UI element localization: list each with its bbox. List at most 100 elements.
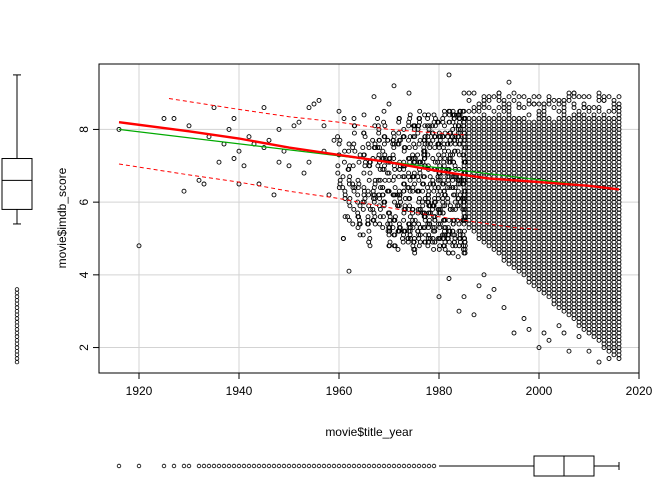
outlier-point	[361, 463, 367, 469]
data-point	[546, 116, 552, 121]
data-point	[591, 105, 597, 111]
outlier-point	[301, 463, 307, 469]
data-point	[367, 170, 373, 176]
data-point	[486, 116, 492, 121]
data-point	[410, 152, 416, 158]
data-point	[362, 196, 368, 201]
x-tick-label: 1980	[426, 384, 453, 398]
data-point	[386, 170, 392, 176]
data-point	[352, 148, 358, 154]
data-point	[427, 236, 433, 241]
data-point	[396, 141, 402, 147]
data-point	[526, 112, 532, 118]
data-point	[586, 348, 592, 354]
upper-spread-line	[168, 98, 465, 136]
data-point	[391, 83, 397, 89]
data-point	[442, 123, 447, 129]
outlier-point	[226, 463, 232, 469]
data-point	[526, 326, 532, 332]
outlier-point	[346, 463, 352, 469]
data-point	[450, 185, 456, 191]
data-point	[526, 97, 532, 103]
data-point	[596, 116, 602, 121]
data-point	[381, 199, 387, 205]
outlier-point	[341, 463, 347, 469]
data-point	[430, 137, 436, 143]
data-point	[370, 137, 376, 143]
data-point	[450, 250, 456, 256]
data-point	[360, 199, 366, 205]
data-point	[316, 97, 322, 103]
data-point	[566, 116, 572, 121]
data-point	[450, 206, 456, 212]
outlier-point	[171, 463, 177, 469]
data-point	[241, 163, 247, 169]
data-point	[406, 196, 412, 201]
data-point	[350, 221, 356, 227]
outlier-point	[381, 463, 387, 469]
data-point	[301, 170, 307, 176]
data-point	[311, 101, 317, 107]
data-point	[357, 232, 363, 238]
data-point	[491, 108, 497, 114]
data-point	[430, 239, 436, 245]
boxplot-title-year	[116, 455, 620, 477]
data-point	[390, 130, 396, 136]
data-point	[432, 145, 438, 151]
data-point	[481, 112, 487, 118]
data-point	[452, 206, 458, 212]
outlier-point	[276, 463, 282, 469]
outlier-point	[14, 301, 20, 307]
data-point	[381, 108, 387, 114]
data-point	[431, 112, 437, 118]
data-point	[390, 137, 396, 143]
data-point	[446, 148, 451, 154]
data-point	[420, 225, 426, 231]
data-point	[161, 116, 167, 121]
data-point	[276, 159, 282, 165]
data-point	[347, 174, 353, 180]
data-point	[435, 185, 441, 191]
data-point	[521, 116, 527, 121]
data-point	[460, 206, 466, 212]
data-point	[606, 356, 612, 361]
data-point	[396, 130, 402, 136]
data-point	[436, 294, 442, 300]
data-point	[351, 206, 357, 212]
data-point	[361, 130, 367, 136]
outlier-point	[14, 341, 20, 347]
outlier-point	[14, 309, 20, 314]
data-point	[406, 90, 412, 96]
data-point	[531, 119, 537, 125]
data-point	[360, 145, 366, 151]
data-point	[406, 137, 411, 143]
data-point	[586, 116, 592, 121]
data-point	[370, 206, 376, 212]
box	[1, 158, 33, 210]
data-point	[611, 297, 617, 303]
data-point	[415, 174, 421, 180]
outlier-point	[231, 463, 237, 469]
outlier-point	[14, 349, 20, 354]
data-point	[423, 232, 428, 238]
data-point	[526, 119, 532, 125]
data-point	[432, 225, 438, 231]
outlier-point	[371, 463, 377, 469]
data-point	[392, 166, 398, 172]
data-point	[616, 105, 622, 111]
data-point	[462, 130, 467, 136]
data-point	[448, 130, 453, 136]
data-point	[462, 214, 468, 220]
data-point	[390, 192, 396, 198]
data-point	[431, 246, 437, 252]
data-point	[466, 97, 472, 103]
data-point	[521, 105, 527, 111]
outlier-point	[14, 287, 20, 292]
data-point	[401, 181, 407, 187]
outlier-point	[14, 323, 20, 328]
data-point	[261, 105, 267, 111]
data-point	[501, 116, 507, 121]
data-point	[571, 112, 577, 118]
